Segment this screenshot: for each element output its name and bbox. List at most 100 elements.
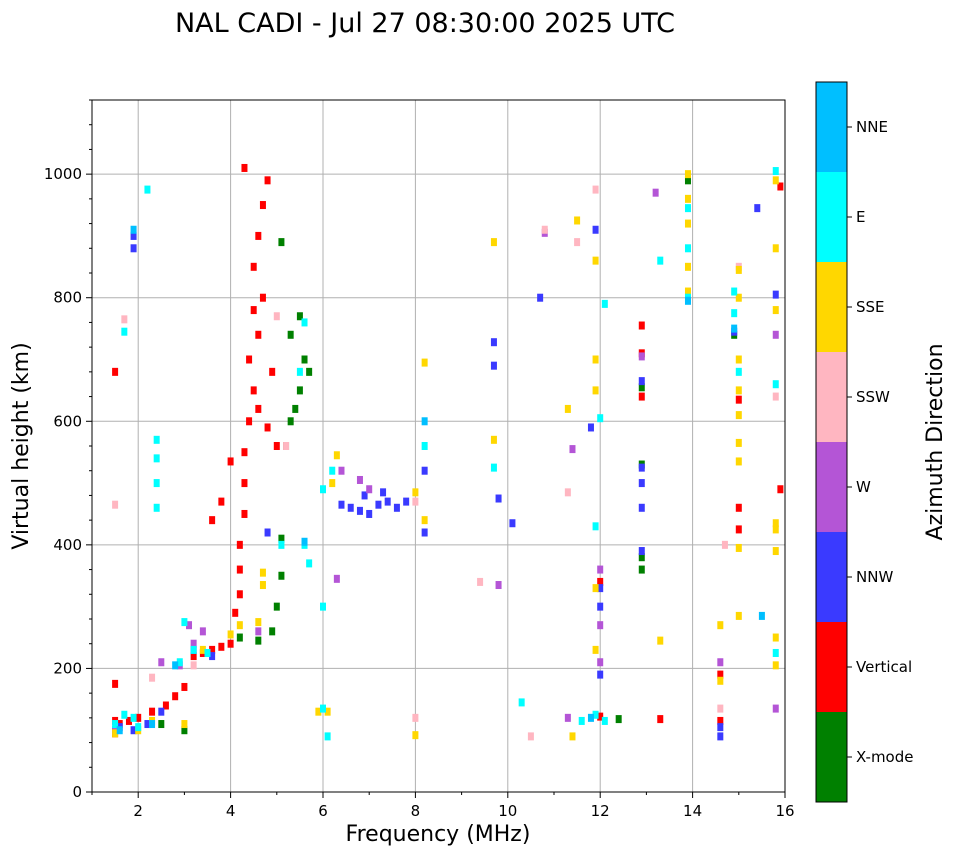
data-point-sse	[657, 636, 664, 645]
data-point-vertical	[209, 516, 216, 525]
data-point-w	[366, 485, 373, 494]
data-point-x-mode	[638, 565, 645, 574]
data-point-sse	[333, 451, 340, 460]
data-point-e	[306, 559, 313, 568]
data-point-e	[490, 463, 497, 472]
data-point-sse	[329, 479, 336, 488]
data-point-e	[597, 414, 604, 423]
data-point-vertical	[112, 679, 119, 688]
data-point-vertical	[255, 231, 262, 240]
data-point-sse	[421, 358, 428, 367]
colorbar-segment	[816, 352, 847, 442]
data-point-nnw	[130, 244, 137, 253]
data-point-sse	[259, 568, 266, 577]
data-point-vertical	[638, 321, 645, 330]
data-point-e	[144, 185, 151, 194]
data-point-nnw	[403, 497, 410, 506]
x-tick-label: 6	[318, 802, 328, 820]
data-point-e	[518, 698, 525, 707]
data-point-x-mode	[255, 636, 262, 645]
data-point-vertical	[227, 457, 234, 466]
data-point-e	[592, 522, 599, 531]
data-point-e	[121, 710, 128, 719]
data-point-vertical	[250, 306, 257, 315]
colorbar-title: Azimuth Direction	[923, 343, 948, 540]
data-point-e	[204, 648, 211, 657]
data-point-e	[153, 454, 160, 463]
data-point-e	[190, 645, 197, 654]
data-point-nnw	[638, 503, 645, 512]
data-point-vertical	[657, 715, 664, 724]
data-point-nne	[130, 225, 137, 234]
data-point-e	[601, 299, 608, 308]
data-point-vertical	[597, 577, 604, 586]
data-point-vertical	[181, 682, 188, 691]
data-point-nne	[684, 296, 691, 305]
data-point-w	[356, 475, 363, 484]
data-point-vertical	[255, 330, 262, 339]
data-point-x-mode	[638, 553, 645, 562]
data-point-nne	[758, 611, 765, 620]
data-point-nnw	[597, 602, 604, 611]
data-point-e	[772, 380, 779, 389]
data-point-vertical	[735, 525, 742, 534]
data-point-vertical	[250, 386, 257, 395]
data-point-nnw	[717, 723, 724, 732]
data-point-e	[130, 713, 137, 722]
data-point-nnw	[592, 225, 599, 234]
data-point-sse	[324, 707, 331, 716]
data-point-ssw	[574, 238, 581, 247]
data-point-sse	[735, 457, 742, 466]
data-point-nnw	[130, 231, 137, 240]
gridlines	[92, 100, 786, 793]
data-point-w	[333, 574, 340, 583]
data-point-w	[158, 658, 165, 667]
data-point-e	[772, 648, 779, 657]
data-point-sse	[227, 630, 234, 639]
data-point-nnw	[347, 503, 354, 512]
data-point-sse	[772, 525, 779, 534]
data-point-sse	[735, 355, 742, 364]
data-point-nnw	[638, 377, 645, 386]
data-point-vertical	[149, 707, 156, 716]
data-point-x-mode	[236, 633, 243, 642]
data-point-sse	[684, 287, 691, 296]
data-point-sse	[717, 621, 724, 630]
data-point-x-mode	[158, 720, 165, 729]
data-point-nne	[587, 713, 594, 722]
data-point-x-mode	[638, 383, 645, 392]
data-point-e	[320, 704, 326, 713]
data-point-x-mode	[287, 417, 294, 426]
data-point-sse	[684, 262, 691, 271]
data-point-e	[301, 318, 308, 327]
data-point-e	[772, 167, 779, 176]
data-point-sse	[569, 732, 576, 741]
data-point-ssw	[772, 392, 779, 401]
data-point-vertical	[246, 355, 253, 364]
data-point-nne	[421, 417, 428, 426]
y-tick-label: 1000	[44, 165, 82, 183]
data-point-vertical	[172, 692, 179, 701]
data-point-vertical	[236, 565, 243, 574]
data-point-nnw	[375, 500, 382, 509]
data-point-w	[717, 658, 724, 667]
data-point-vertical	[190, 652, 197, 661]
x-tick-label: 14	[683, 802, 702, 820]
data-point-vertical	[112, 367, 119, 376]
plot-background	[92, 100, 785, 792]
data-point-w	[652, 188, 659, 197]
data-point-sse	[592, 645, 599, 654]
data-point-nnw	[754, 204, 761, 213]
data-point-vertical	[717, 716, 724, 725]
x-tick-label: 2	[133, 802, 143, 820]
data-point-ssw	[283, 442, 290, 450]
data-point-nnw	[421, 528, 428, 537]
x-axis-label: Frequency (MHz)	[346, 822, 531, 847]
data-point-nnw	[393, 503, 400, 512]
x-tick-label: 4	[226, 802, 236, 820]
data-point-sse	[772, 306, 779, 315]
data-point-sse	[772, 661, 779, 670]
x-tick-label: 10	[498, 802, 517, 820]
data-point-e	[176, 658, 183, 667]
